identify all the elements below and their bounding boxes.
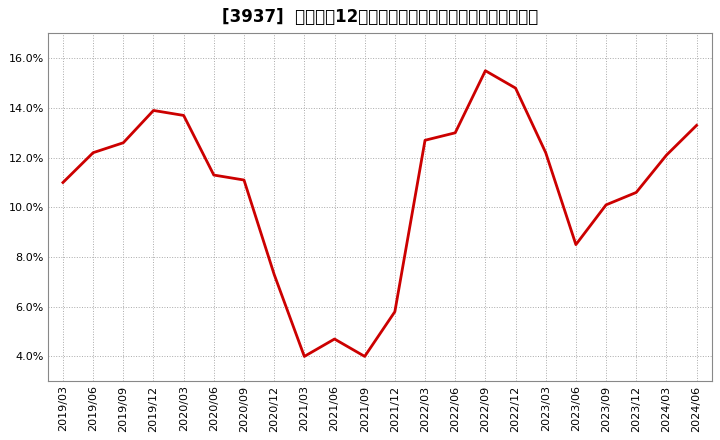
Title: [3937]  売上高の12か月移動合計の対前年同期増減率の推移: [3937] 売上高の12か月移動合計の対前年同期増減率の推移 (222, 8, 538, 26)
